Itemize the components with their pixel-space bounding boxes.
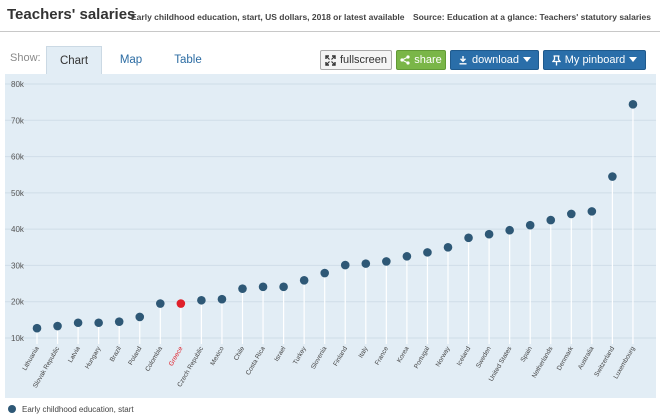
header-divider bbox=[0, 31, 660, 32]
data-point bbox=[608, 172, 617, 181]
data-point bbox=[32, 323, 42, 333]
data-point bbox=[628, 100, 638, 109]
data-point bbox=[217, 294, 227, 304]
x-tick-label: Portugal bbox=[413, 345, 431, 370]
chart-area bbox=[5, 74, 656, 398]
tab-table[interactable]: Table bbox=[174, 54, 202, 66]
y-tick-label: 10k bbox=[11, 334, 25, 343]
toolbar: Show: Chart Map Table fullscreen share d… bbox=[0, 44, 660, 74]
data-point bbox=[443, 242, 453, 252]
x-tick-label: Switzerland bbox=[593, 345, 616, 378]
x-tick-label: France bbox=[374, 345, 390, 366]
data-point bbox=[402, 252, 412, 261]
x-tick-label: Australia bbox=[577, 345, 596, 371]
chevron-down-icon bbox=[523, 57, 532, 62]
data-point bbox=[94, 318, 103, 328]
fullscreen-icon bbox=[325, 54, 336, 66]
share-icon bbox=[400, 55, 410, 65]
pin-icon bbox=[551, 54, 561, 65]
x-tick-label: Chile bbox=[233, 345, 247, 362]
fullscreen-button[interactable]: fullscreen bbox=[320, 50, 392, 70]
y-tick-label: 60k bbox=[11, 153, 25, 162]
x-tick-label: Greece bbox=[168, 345, 185, 367]
fullscreen-label: fullscreen bbox=[339, 54, 388, 66]
data-point bbox=[114, 317, 124, 326]
data-point bbox=[176, 299, 186, 308]
download-label: download bbox=[471, 54, 520, 66]
x-tick-label: Poland bbox=[127, 345, 143, 366]
data-point bbox=[197, 295, 206, 305]
data-point bbox=[423, 248, 432, 257]
x-tick-label: Brazil bbox=[109, 345, 123, 363]
data-point bbox=[135, 312, 145, 322]
pinboard-button[interactable]: My pinboard bbox=[543, 50, 646, 70]
x-tick-label: Mexico bbox=[209, 345, 226, 367]
page-title: Teachers' salaries bbox=[7, 6, 136, 23]
x-tick-label: Sweden bbox=[475, 345, 493, 369]
data-point bbox=[587, 207, 597, 216]
x-tick-label: Italy bbox=[358, 345, 370, 359]
x-tick-label: Finland bbox=[332, 345, 349, 367]
data-point bbox=[546, 215, 556, 225]
legend-marker bbox=[8, 405, 16, 413]
x-tick-label: Korea bbox=[396, 345, 411, 364]
x-tick-label: Netherlands bbox=[531, 345, 555, 380]
data-point bbox=[156, 299, 165, 308]
download-icon bbox=[459, 56, 467, 65]
data-point bbox=[361, 259, 371, 268]
legend-label: Early childhood education, start bbox=[22, 404, 134, 414]
x-tick-label: Turkey bbox=[292, 345, 308, 366]
x-tick-label: Lithuania bbox=[21, 345, 40, 372]
data-point bbox=[238, 284, 247, 293]
x-tick-label: Israel bbox=[273, 345, 287, 363]
data-point bbox=[279, 282, 288, 292]
y-tick-label: 30k bbox=[11, 261, 25, 270]
data-point bbox=[525, 220, 535, 230]
chart-svg: 10k 20k 30k 40k 50k 60k 70k 80k LithuaniaSlovak… bbox=[5, 80, 656, 390]
chart-legend: Early childhood education, start bbox=[8, 403, 134, 415]
share-button[interactable]: share bbox=[396, 50, 446, 70]
data-point bbox=[299, 276, 309, 285]
chart-grid bbox=[5, 83, 656, 339]
x-tick-label: Denmark bbox=[556, 345, 576, 372]
data-point bbox=[382, 257, 391, 266]
chart-y-axis: 10k 20k 30k 40k 50k 60k 70k 80k bbox=[11, 80, 25, 343]
page-subtitle: Early childhood education, start, US dol… bbox=[131, 12, 405, 22]
y-tick-label: 40k bbox=[11, 225, 25, 234]
data-point bbox=[567, 209, 576, 219]
x-tick-label: Spain bbox=[520, 345, 535, 363]
y-tick-label: 70k bbox=[11, 116, 25, 125]
download-button[interactable]: download bbox=[450, 50, 539, 70]
x-tick-label: Hungary bbox=[84, 345, 103, 370]
chart-stems bbox=[36, 104, 634, 344]
data-point bbox=[340, 260, 350, 270]
chevron-down-icon bbox=[629, 57, 638, 62]
data-point bbox=[464, 233, 473, 243]
x-tick-label: Norway bbox=[435, 345, 452, 368]
tab-chart[interactable]: Chart bbox=[46, 46, 102, 74]
pinboard-label: My pinboard bbox=[564, 54, 626, 66]
show-label: Show: bbox=[10, 52, 41, 64]
chart-points bbox=[32, 100, 638, 333]
x-tick-label: Latvia bbox=[67, 345, 82, 364]
data-point bbox=[73, 318, 83, 328]
data-point bbox=[320, 268, 330, 278]
y-tick-label: 20k bbox=[11, 298, 25, 307]
data-point bbox=[505, 225, 514, 235]
x-tick-label: Iceland bbox=[456, 345, 473, 367]
data-point bbox=[258, 282, 268, 292]
x-tick-label: Colombia bbox=[144, 345, 164, 373]
y-tick-label: 80k bbox=[11, 80, 25, 89]
header: Teachers' salaries Early childhood educa… bbox=[0, 0, 660, 36]
source-note: Source: Education at a glance: Teachers'… bbox=[412, 12, 651, 22]
x-tick-label: Luxembourg bbox=[613, 345, 637, 380]
x-tick-label: Slovenia bbox=[310, 345, 329, 370]
tab-map[interactable]: Map bbox=[119, 54, 143, 66]
x-tick-label: Costa Rica bbox=[245, 345, 267, 376]
data-point bbox=[484, 229, 494, 239]
data-point bbox=[53, 321, 62, 331]
y-tick-label: 50k bbox=[11, 189, 25, 198]
share-label: share bbox=[414, 54, 442, 66]
